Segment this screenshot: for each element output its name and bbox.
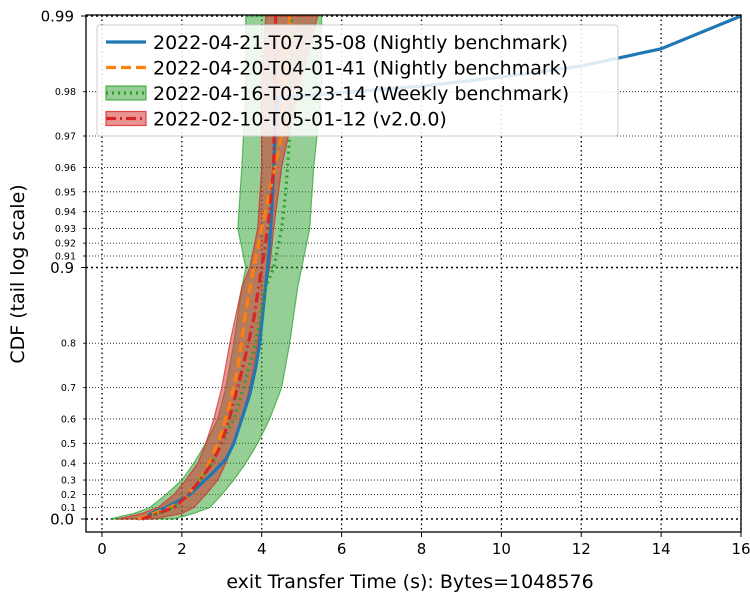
- legend-entry-label: 2022-04-20-T04-01-41 (Nightly benchmark): [153, 58, 568, 80]
- y-axis-ticks: 0.1 0.2 0.3 0.4 0.5 0.6 0.7 0.8 0.910.92 0.93 0.94…: [41, 8, 86, 529]
- x-tick-label: 4: [257, 540, 267, 558]
- y-minor-tick-label: 0.93: [55, 224, 76, 235]
- legend-entry-label: 2022-04-16-T03-23-14 (Weekly benchmark): [153, 83, 569, 105]
- x-tick-label: 10: [492, 540, 511, 558]
- x-tick-label: 12: [572, 540, 591, 558]
- y-minor-tick-label: 0.95: [55, 187, 76, 198]
- series-line: [137, 15, 292, 521]
- legend: 2022-04-21-T07-35-08 (Nightly benchmark)…: [96, 24, 619, 137]
- y-minor-tick-label: 0.5: [61, 439, 76, 450]
- plot-frame: [85, 14, 742, 533]
- series-line: [141, 15, 278, 521]
- y-minor-tick-label: 0.7: [61, 383, 76, 394]
- series-band: [117, 15, 319, 520]
- x-axis-ticks: 0 2 4 6 8 10 12 14 16: [97, 532, 750, 558]
- x-tick-label: 0: [97, 540, 107, 558]
- x-tick-label: 6: [337, 540, 347, 558]
- y-minor-tick-label: 0.97: [55, 131, 76, 142]
- y-major-tick-label: 0.99: [41, 8, 74, 26]
- confidence-bands: [109, 15, 323, 520]
- y-minor-tick-label: 0.8: [61, 339, 76, 350]
- legend-box: [96, 24, 619, 137]
- y-minor-tick-label: 0.91: [55, 251, 76, 262]
- y-minor-tick-label: 0.2: [61, 490, 76, 501]
- x-tick-label: 8: [417, 540, 427, 558]
- y-minor-tick-label: 0.1: [61, 503, 76, 514]
- series-line: [141, 15, 294, 521]
- y-minor-tick-label: 0.98: [55, 87, 76, 98]
- x-axis-title: exit Transfer Time (s): Bytes=1048576: [226, 571, 593, 593]
- legend-entry-label: 2022-04-21-T07-35-08 (Nightly benchmark): [153, 32, 568, 54]
- x-tick-label: 2: [177, 540, 187, 558]
- y-minor-tick-label: 0.4: [61, 459, 76, 470]
- y-minor-tick-label: 0.92: [55, 239, 76, 250]
- x-tick-label: 16: [731, 540, 750, 558]
- legend-entry-label: 2022-02-10-T05-01-12 (v2.0.0): [153, 109, 447, 131]
- y-minor-tick-label: 0.94: [55, 207, 76, 218]
- y-minor-tick-label: 0.96: [55, 163, 76, 174]
- y-major-tick-label: 0.9: [50, 259, 74, 277]
- y-major-tick-label: 0.0: [50, 511, 74, 529]
- x-tick-label: 14: [652, 540, 671, 558]
- y-minor-tick-label: 0.6: [61, 414, 76, 425]
- y-minor-tick-label: 0.3: [61, 476, 76, 487]
- y-axis-title: CDF (tail log scale): [7, 184, 29, 363]
